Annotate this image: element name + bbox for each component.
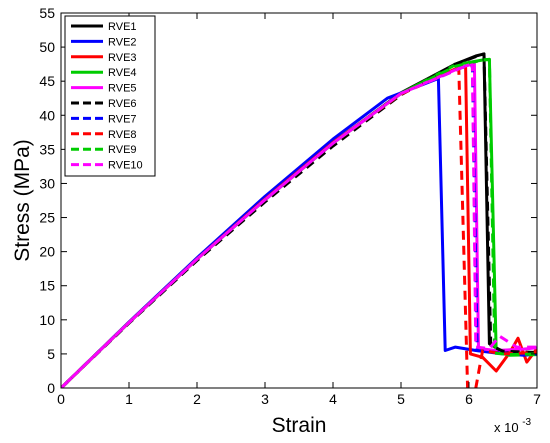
x-tick-label: 5 — [397, 391, 405, 407]
legend-label-rve3: RVE3 — [108, 52, 137, 64]
legend: RVE1 RVE2 RVE3 RVE4 RVE5 RVE6 RVE7 RVE8 RVE9 RVE1… — [64, 15, 156, 177]
x-axis-multiplier: x 10 -3 — [494, 417, 532, 435]
y-tick-label: 55 — [39, 5, 55, 21]
series-line-rve10 — [61, 63, 537, 388]
x-axis-multiplier-base: x 10 — [494, 420, 519, 435]
legend-label-rve4: RVE4 — [108, 67, 137, 79]
y-tick-label: 20 — [39, 244, 55, 260]
x-tick-label: 0 — [57, 391, 65, 407]
x-axis-multiplier-exponent: -3 — [522, 417, 531, 428]
axes-frame — [60, 12, 538, 389]
y-tick-label: 35 — [39, 141, 55, 157]
y-tick-label: 50 — [39, 39, 55, 55]
y-axis-label: Stress (MPa) — [11, 139, 34, 262]
legend-label-rve5: RVE5 — [108, 83, 137, 95]
plot-area — [61, 52, 537, 388]
y-tick-label: 45 — [39, 73, 55, 89]
legend-label-rve9: RVE9 — [108, 144, 137, 156]
legend-label-rve1: RVE1 — [108, 21, 137, 33]
x-tick-label: 1 — [125, 391, 133, 407]
y-tick-label: 25 — [39, 210, 55, 226]
y-tick-label: 30 — [39, 175, 55, 191]
y-tick-label: 15 — [39, 278, 55, 294]
legend-label-rve7: RVE7 — [108, 113, 137, 125]
y-tick-label: 0 — [47, 380, 55, 396]
legend-label-rve6: RVE6 — [108, 98, 137, 110]
x-tick-label: 6 — [465, 391, 473, 407]
legend-label-rve8: RVE8 — [108, 129, 137, 141]
legend-label-rve10: RVE10 — [108, 160, 143, 172]
x-tick-label: 7 — [533, 391, 541, 407]
x-axis-label: Strain — [272, 414, 327, 437]
x-tick-label: 2 — [193, 391, 201, 407]
y-tick-label: 40 — [39, 107, 55, 123]
legend-label-rve2: RVE2 — [108, 36, 137, 48]
x-tick-label: 4 — [329, 391, 337, 407]
y-tick-label: 10 — [39, 312, 55, 328]
x-tick-label: 3 — [261, 391, 269, 407]
y-tick-label: 5 — [47, 346, 55, 362]
